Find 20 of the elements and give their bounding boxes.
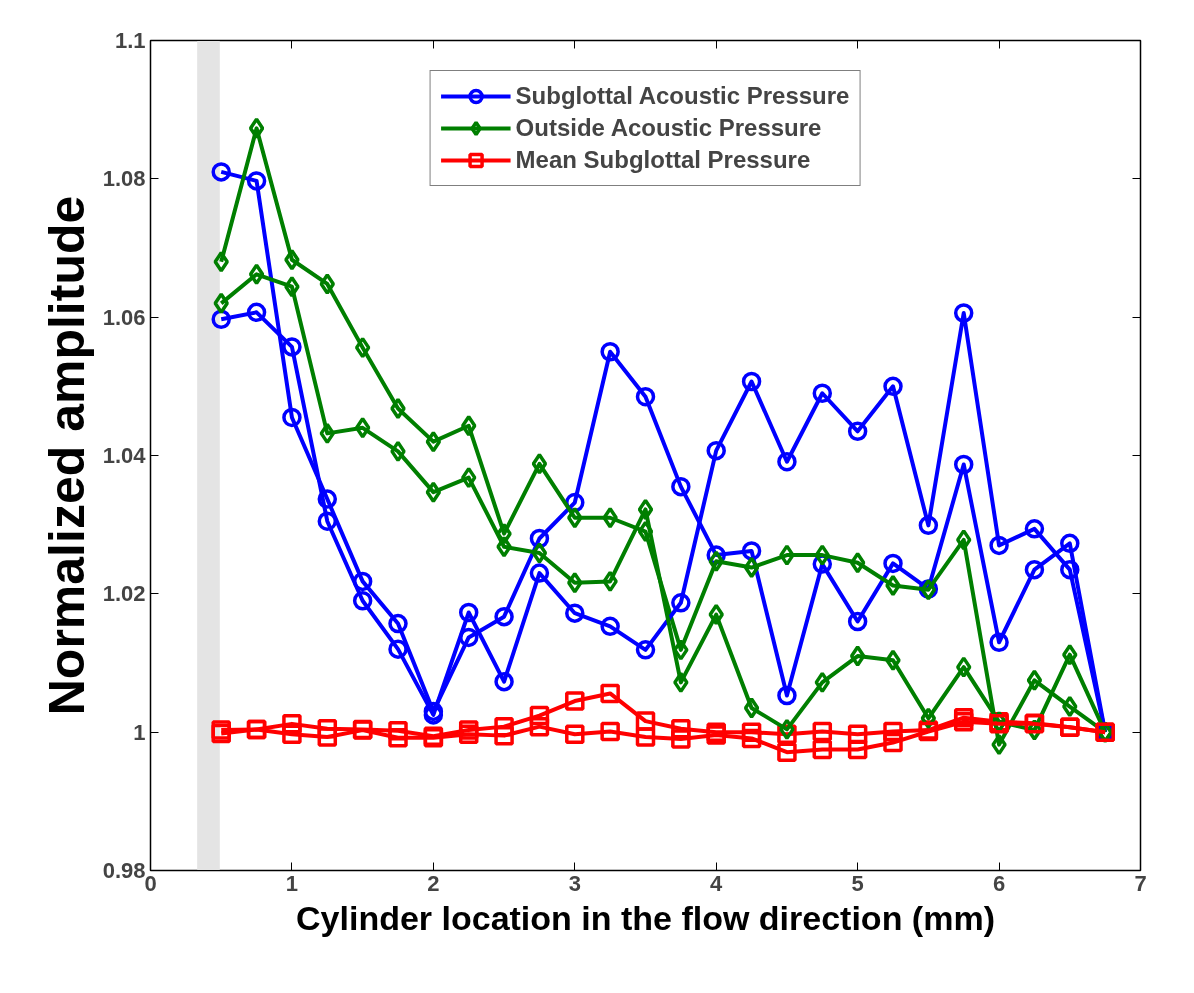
x-axis-title: Cylinder location in the flow direction (mm) [296, 898, 995, 937]
y-tick-label: 1.04 [102, 443, 147, 468]
x-tick-label: 6 [992, 870, 1006, 896]
x-tick-label: 7 [1134, 870, 1147, 896]
x-tick-label: 0 [144, 870, 157, 896]
x-tick-label: 5 [851, 870, 864, 896]
y-tick-label: 1.06 [102, 304, 146, 330]
x-tick-label: 2 [427, 870, 440, 896]
x-tick-label: 3 [568, 870, 581, 896]
legend-label: Subglottal Acoustic Pressure [515, 82, 850, 110]
x-tick-label: 4 [710, 870, 724, 896]
x-tick-label: 1 [285, 870, 299, 896]
legend-label: Mean Subglottal Pressure [515, 146, 811, 174]
y-tick-label: 1.1 [114, 28, 146, 53]
y-axis-title: Normalized amplitude [38, 195, 95, 716]
y-tick-label: 0.98 [102, 858, 146, 883]
y-tick-label: 1.02 [102, 581, 146, 607]
legend-label: Outside Acoustic Pressure [515, 114, 822, 142]
y-tick-label: 1 [133, 719, 146, 745]
y-tick-label: 1.08 [102, 166, 146, 192]
